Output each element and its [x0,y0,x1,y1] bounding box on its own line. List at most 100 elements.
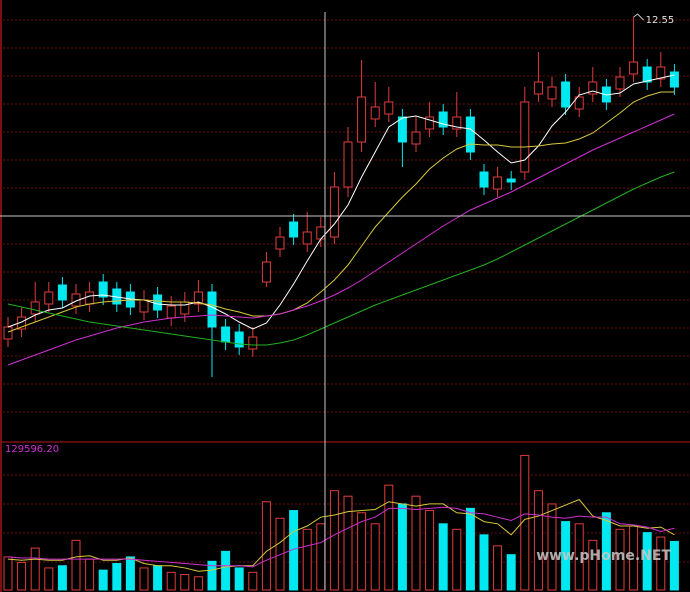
candle-body [397,116,407,143]
candle-body [3,326,13,340]
volume-bar [17,561,27,591]
volume-bar [112,563,122,591]
candle-body [425,116,435,130]
volume-bar [261,501,271,591]
candle-body [357,96,367,143]
candle-body [615,76,625,90]
volume-bar [547,503,557,591]
candle-body [642,66,652,83]
candle-body [329,186,339,238]
volume-bar [493,545,503,591]
volume-bar [71,539,81,591]
candle-body [248,336,258,350]
volume-bar [411,495,421,591]
candle-body [289,221,299,238]
volume-bar [479,534,489,591]
candle-body [561,81,571,108]
volume-bar [656,536,666,591]
volume-bar [125,556,135,591]
volume-bar [425,510,435,591]
volume-bar [370,523,380,591]
candle-body [533,81,543,95]
candle-body [438,111,448,128]
candle-body [207,291,217,328]
candle-body [520,101,530,173]
candle-body [629,61,639,75]
volume-bar [669,540,679,591]
volume-bar [221,550,231,591]
moving-average-line [7,113,675,366]
volume-bar [329,490,339,591]
volume-bar [384,484,394,591]
volume-bar [248,571,258,591]
watermark: www.pHome.NET [536,548,671,564]
volume-bar [234,567,244,591]
candle-body [302,231,312,245]
volume-bar [3,556,13,591]
high-label: 12.55 [646,15,675,26]
volume-bar [357,512,367,591]
candle-body [261,261,271,283]
candle-body [547,86,557,100]
high-pointer [633,13,644,21]
volume-bar [139,567,149,591]
candle-body [465,116,475,153]
volume-bar [57,565,67,591]
volume-bar [601,512,611,591]
moving-average-line [7,91,675,333]
volume-bar [506,554,516,591]
candle-body [669,71,679,88]
moving-average-line [7,171,675,346]
candle-body [193,291,203,305]
volume-bar [44,567,54,591]
volume-bar [574,523,584,591]
candle-body [30,301,40,315]
volume-bar [180,574,190,591]
candle-body [343,141,353,188]
moving-average-line [7,74,675,330]
candle-body [656,66,666,80]
volume-bar [193,576,203,591]
candle-body [452,116,462,130]
volume-bar [588,539,598,591]
candle-body [234,331,244,348]
candle-body [479,171,489,188]
candle-body [384,101,394,115]
volume-bar [561,521,571,591]
volume-bar [520,454,530,591]
volume-bar [465,507,475,591]
candle-body [44,291,54,305]
volume-bar [343,495,353,591]
volume-bar [397,503,407,591]
candle-body [98,281,108,298]
volume-bar [452,528,462,591]
volume-average-line [7,498,675,572]
marks: 12.55 [3,13,679,591]
volume-bar [316,523,326,591]
candle-body [574,96,584,110]
volume-bar [533,490,543,591]
volume-bar [642,532,652,591]
candle-body [506,178,516,183]
volume-label: 129596.20 [5,444,59,455]
volume-bar [153,565,163,591]
candle-body [166,305,176,319]
candle-body [411,131,421,145]
volume-bar [30,547,40,591]
volume-average-line [7,506,675,568]
volume-bar [207,560,217,591]
volume-bar [275,517,285,591]
candle-body [139,299,149,313]
candle-body [275,236,285,250]
volume-bar [166,571,176,591]
volume-bar [85,558,95,591]
candle-body [153,294,163,311]
volume-bar [615,528,625,591]
candle-body [370,106,380,120]
volume-bar [98,569,108,591]
candle-body [221,326,231,343]
candle-body [316,226,326,240]
volume-bar [302,528,312,591]
candle-body [493,176,503,190]
candle-body [85,291,95,305]
